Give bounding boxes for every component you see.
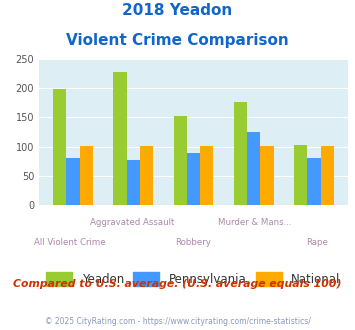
Text: Murder & Mans...: Murder & Mans... [218, 218, 292, 227]
Text: © 2025 CityRating.com - https://www.cityrating.com/crime-statistics/: © 2025 CityRating.com - https://www.city… [45, 317, 310, 326]
Bar [66, 158, 80, 205]
Bar [174, 116, 187, 205]
Bar [187, 153, 200, 205]
Bar [127, 160, 140, 205]
Bar [294, 145, 307, 205]
Bar [113, 72, 127, 205]
Bar [140, 146, 153, 205]
Text: Compared to U.S. average. (U.S. average equals 100): Compared to U.S. average. (U.S. average … [13, 279, 342, 289]
Text: Robbery: Robbery [175, 238, 212, 247]
Text: Aggravated Assault: Aggravated Assault [89, 218, 174, 227]
Text: Rape: Rape [306, 238, 328, 247]
Bar [260, 146, 274, 205]
Bar [247, 132, 260, 205]
Bar [307, 157, 321, 205]
Bar [53, 89, 66, 205]
Bar [234, 102, 247, 205]
Text: All Violent Crime: All Violent Crime [34, 238, 106, 247]
Bar [321, 146, 334, 205]
Text: 2018 Yeadon: 2018 Yeadon [122, 3, 233, 18]
Bar [80, 146, 93, 205]
Legend: Yeadon, Pennsylvania, National: Yeadon, Pennsylvania, National [46, 272, 341, 286]
Text: Violent Crime Comparison: Violent Crime Comparison [66, 33, 289, 48]
Bar [200, 146, 213, 205]
